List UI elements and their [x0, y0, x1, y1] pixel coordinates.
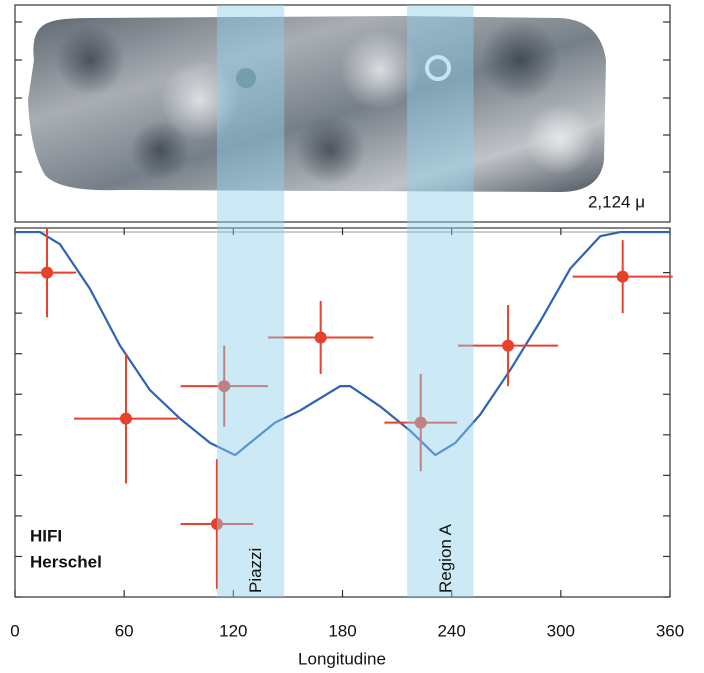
band	[407, 5, 473, 597]
x-tick-label: 60	[115, 621, 134, 640]
surface-shade	[55, 25, 125, 95]
surface-shade	[295, 115, 365, 185]
chart: 2,124 μ HIFI Herschel Longitudine 0 60 120…	[0, 0, 704, 673]
band-label: Region A	[436, 523, 455, 593]
data-point	[502, 340, 514, 352]
data-point	[41, 267, 53, 279]
surface-light	[525, 105, 595, 175]
annotation: HIFI	[30, 526, 62, 545]
x-tick-label: 240	[437, 621, 465, 640]
x-tick-label: 180	[328, 621, 356, 640]
x-tick-label: 0	[10, 621, 19, 640]
band-label: Piazzi	[246, 548, 265, 593]
image-label: 2,124 μ	[588, 192, 645, 211]
data-point	[120, 413, 132, 425]
surface-shade	[480, 20, 560, 100]
model-line	[15, 232, 670, 455]
plot-frame	[15, 228, 670, 597]
x-tick-label: 300	[547, 621, 575, 640]
x-axis-label: Longitudine	[298, 649, 386, 668]
x-tick-label: 120	[219, 621, 247, 640]
annotation: Herschel	[30, 552, 102, 571]
data-point	[315, 331, 327, 343]
x-tick-label: 360	[656, 621, 684, 640]
image-panel: 2,124 μ	[15, 5, 670, 222]
data-point	[617, 271, 629, 283]
band	[217, 5, 284, 597]
